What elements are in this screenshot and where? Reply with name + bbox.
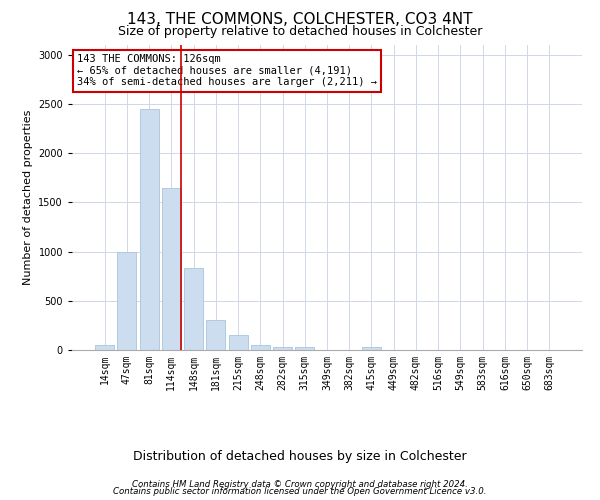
Text: 143, THE COMMONS, COLCHESTER, CO3 4NT: 143, THE COMMONS, COLCHESTER, CO3 4NT (127, 12, 473, 28)
Y-axis label: Number of detached properties: Number of detached properties (23, 110, 32, 285)
Bar (362, 347, 381, 350)
Text: Distribution of detached houses by size in Colchester: Distribution of detached houses by size … (133, 450, 467, 463)
Bar (251, 344, 270, 350)
Bar (273, 346, 292, 350)
Text: Contains public sector information licensed under the Open Government Licence v3: Contains public sector information licen… (113, 488, 487, 496)
Bar (206, 320, 225, 350)
Text: 143 THE COMMONS: 126sqm
← 65% of detached houses are smaller (4,191)
34% of semi: 143 THE COMMONS: 126sqm ← 65% of detache… (77, 54, 377, 88)
Bar (295, 347, 314, 350)
Bar (184, 268, 203, 350)
Bar (95, 344, 114, 350)
Bar (162, 188, 181, 350)
Bar (140, 109, 158, 350)
Bar (118, 252, 136, 350)
Text: Size of property relative to detached houses in Colchester: Size of property relative to detached ho… (118, 25, 482, 38)
Bar (229, 335, 248, 350)
Text: Contains HM Land Registry data © Crown copyright and database right 2024.: Contains HM Land Registry data © Crown c… (132, 480, 468, 489)
